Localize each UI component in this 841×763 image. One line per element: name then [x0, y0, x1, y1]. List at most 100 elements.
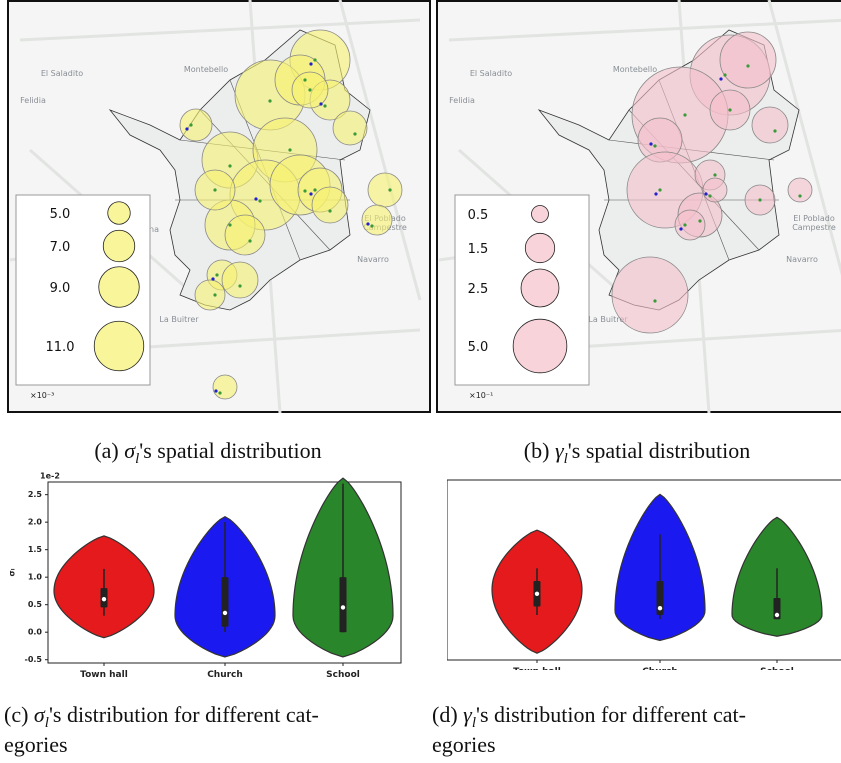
site-bubble [311, 186, 349, 224]
caption-symbol: σ [124, 438, 136, 463]
caption-label: (b) [524, 438, 555, 463]
legend-multiplier: ×10⁻³ [30, 391, 54, 400]
y-tick-label: 2.0 [28, 518, 43, 527]
legend-label: 9.0 [50, 281, 71, 296]
site-dot [658, 188, 662, 192]
violin-box [339, 577, 347, 633]
site-dot [370, 224, 374, 228]
offset-label: 1e-2 [40, 472, 60, 481]
site-dot [388, 188, 392, 192]
y-tick-label: 0.25 [421, 594, 441, 603]
site-bubble [787, 177, 813, 203]
site-dot [258, 199, 262, 203]
site-dot [798, 194, 802, 198]
site-bubble [611, 256, 689, 334]
y-tick-label: 1.00 [421, 530, 441, 539]
y-tick-label: 1.5 [28, 545, 43, 554]
road [338, 0, 422, 301]
caption-symbol: γ [555, 438, 565, 463]
road [767, 0, 841, 276]
site-dot [303, 78, 307, 82]
y-tick-label: 1.50 [421, 487, 441, 496]
site-dot [218, 391, 222, 395]
caption-symbol: σ [34, 702, 46, 727]
site-bubble [179, 108, 213, 142]
legend-label: 1.5 [468, 242, 489, 257]
legend-circle [512, 318, 568, 374]
map: El SaladitoMontebelloFelidiarenaEl Pobla… [9, 0, 422, 413]
legend-circle [102, 229, 136, 263]
site-bubble [194, 279, 226, 311]
place-label: El Saladito [470, 69, 512, 78]
caption-text: 's distribution for different cat- [476, 702, 746, 727]
legend-label: 7.0 [50, 240, 71, 255]
site-dot [214, 389, 218, 393]
site-dot [719, 77, 723, 81]
caption-text: 's spatial distribution [139, 438, 321, 463]
x-tick-label: Town hall [80, 670, 128, 680]
legend-circle [524, 232, 556, 264]
caption-label: (c) [4, 702, 34, 727]
legend-label: 5.0 [468, 340, 489, 355]
place-label: El Saladito [41, 69, 83, 78]
site-dot [211, 277, 215, 281]
y-tick-label: 2.5 [28, 490, 43, 499]
site-bubble [367, 172, 403, 208]
site-dot [303, 189, 307, 193]
site-dot [653, 299, 657, 303]
x-tick-label: Town hall [513, 667, 561, 677]
caption-text: 's distribution for different cat- [49, 702, 319, 727]
site-dot [189, 123, 193, 127]
site-dot [713, 173, 717, 177]
violin-box [656, 581, 664, 615]
site-dot [728, 108, 732, 112]
y-tick-label: 0.00 [421, 615, 441, 624]
y-tick-label: 0.0 [28, 628, 43, 637]
site-dot [723, 73, 727, 77]
site-dot [309, 192, 313, 196]
caption: egories [4, 732, 68, 757]
caption-symbol: γ [463, 702, 473, 727]
site-dot [653, 144, 657, 148]
violin-chart: -0.25 0.00 0.25 0.50 0.75 1.00 1.25 1.50 γₗ Town … [418, 479, 841, 677]
site-dot [654, 192, 658, 196]
caption-subscript: l [472, 715, 476, 731]
x-tick-label: School [760, 667, 794, 677]
violin-median [222, 610, 228, 616]
place-label: La Buitrer [159, 315, 199, 324]
place-label: Montebello [184, 65, 228, 74]
caption: (d) γl's distribution for different cat- [432, 702, 746, 731]
violin-median [657, 606, 663, 611]
site-dot [228, 164, 232, 168]
site-dot [254, 197, 258, 201]
site-dot [366, 222, 370, 226]
site-dot [679, 227, 683, 231]
site-dot [704, 192, 708, 196]
caption-text: egories [432, 732, 496, 757]
legend-circle [520, 268, 560, 308]
caption-subscript: l [564, 451, 568, 467]
site-dot [238, 284, 242, 288]
site-bubble [212, 374, 238, 400]
site-dot [288, 148, 292, 152]
y-tick-label: -0.5 [25, 655, 43, 664]
y-tick-label: 0.50 [421, 572, 441, 581]
y-tick-label: 0.75 [421, 551, 441, 560]
site-dot [213, 188, 217, 192]
legend-multiplier: ×10⁻¹ [469, 391, 493, 400]
site-bubble [224, 214, 266, 256]
site-dot [319, 102, 323, 106]
site-bubble [361, 204, 393, 236]
violin-median [534, 591, 540, 596]
place-label: Navarro [357, 255, 389, 264]
violin-median [774, 612, 780, 618]
y-axis-label: σₗ [8, 568, 17, 576]
legend-label: 2.5 [468, 282, 489, 297]
y-tick-label: -0.25 [418, 636, 441, 645]
legend-label: 5.0 [50, 207, 71, 222]
site-dot [708, 194, 712, 198]
place-label: Felidia [20, 96, 46, 105]
site-dot [313, 188, 317, 192]
site-dot [683, 113, 687, 117]
